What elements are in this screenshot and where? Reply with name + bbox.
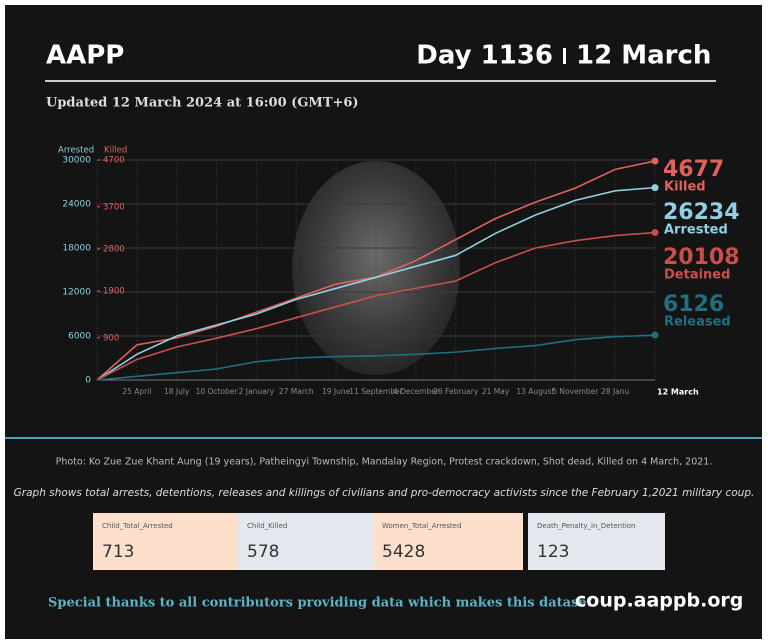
x-tick-label: 25 April — [122, 387, 151, 396]
legend-label: Arrested — [664, 223, 728, 238]
series-line — [96, 186, 656, 381]
y2-axis-title: Killed — [104, 146, 127, 156]
date: 12 March — [576, 41, 711, 71]
stat-card — [93, 513, 238, 570]
y-tick-label: 0 — [85, 376, 91, 386]
x-tick-label: 28 Janu — [601, 387, 629, 396]
chart: 25 April 18 July 10 October 2 January 27 Mar… — [58, 146, 740, 397]
y2-tick-label: 1900 — [103, 287, 125, 297]
end-value: 4677 — [663, 157, 724, 182]
x-tick-label: 10 October — [196, 387, 239, 396]
separator — [563, 48, 566, 64]
y-tick-label: 30000 — [62, 156, 91, 166]
stat-card — [528, 513, 665, 570]
y2-tick-label: 4700 — [103, 156, 125, 166]
legend-label: Killed — [664, 180, 706, 195]
stat-value: 5428 — [382, 542, 425, 562]
y-tick-label: 18000 — [62, 244, 91, 254]
x-tick-label: 27 March — [279, 387, 314, 396]
end-value: 6126 — [663, 292, 724, 317]
stat-card — [238, 513, 373, 570]
stat-value: 578 — [247, 542, 279, 562]
x-tick-label: 19 June — [322, 387, 351, 396]
x-tick-label: 11 September — [349, 387, 403, 396]
x-tick-label: 18 July — [164, 387, 190, 396]
url: coup.aappb.org — [575, 590, 743, 612]
y-tick-label: 6000 — [68, 332, 91, 342]
stat-card — [373, 513, 523, 570]
end-dot — [651, 157, 659, 165]
description: Graph shows total arrests, detentions, r… — [14, 487, 755, 499]
series-line — [96, 231, 656, 381]
thanks: Special thanks to all contributors provi… — [48, 596, 597, 611]
x-tick-label: 4 December — [393, 387, 440, 396]
end-value: 20108 — [663, 245, 740, 270]
end-dot — [651, 229, 659, 237]
x-tick-label: 13 August — [516, 387, 554, 396]
day: Day 1136 — [416, 41, 553, 71]
stat-label: Women_Total_Arrested — [382, 522, 461, 530]
y2-tick-label: 3700 — [103, 202, 125, 212]
x-tick-label: 2 January — [239, 387, 275, 396]
stat-label: Death_Penalty_in_Detention — [537, 522, 635, 530]
x-tick-label: 12 March — [657, 388, 699, 397]
stat-value: 713 — [102, 542, 134, 562]
x-tick-label: 26 February — [433, 387, 479, 396]
end-dot — [651, 331, 659, 339]
stat-value: 123 — [537, 542, 569, 562]
updated: Updated 12 March 2024 at 16:00 (GMT+6) — [46, 96, 359, 111]
stats: Child_Total_Arrested 713 Child_Killed 578 Wo… — [93, 513, 665, 570]
y-tick-label: 24000 — [62, 200, 91, 210]
legend-label: Detained — [664, 268, 730, 283]
y-axis-title: Arrested — [58, 146, 94, 156]
series-line — [96, 334, 656, 381]
stat-label: Child_Total_Arrested — [102, 522, 173, 530]
legend-label: Released — [664, 315, 731, 330]
y2-tick-label: 900 — [103, 333, 119, 343]
y-tick-label: 12000 — [62, 288, 91, 298]
x-tick-label: 5 November — [552, 387, 599, 396]
caption: Photo: Ko Zue Zue Khant Aung (19 years),… — [56, 457, 713, 468]
title: AAPP — [46, 41, 124, 71]
end-dot — [651, 184, 659, 192]
end-value: 26234 — [663, 200, 740, 225]
stat-label: Child_Killed — [247, 522, 287, 530]
x-tick-label: 21 May — [482, 387, 510, 396]
y2-tick-label: 2800 — [103, 244, 125, 254]
